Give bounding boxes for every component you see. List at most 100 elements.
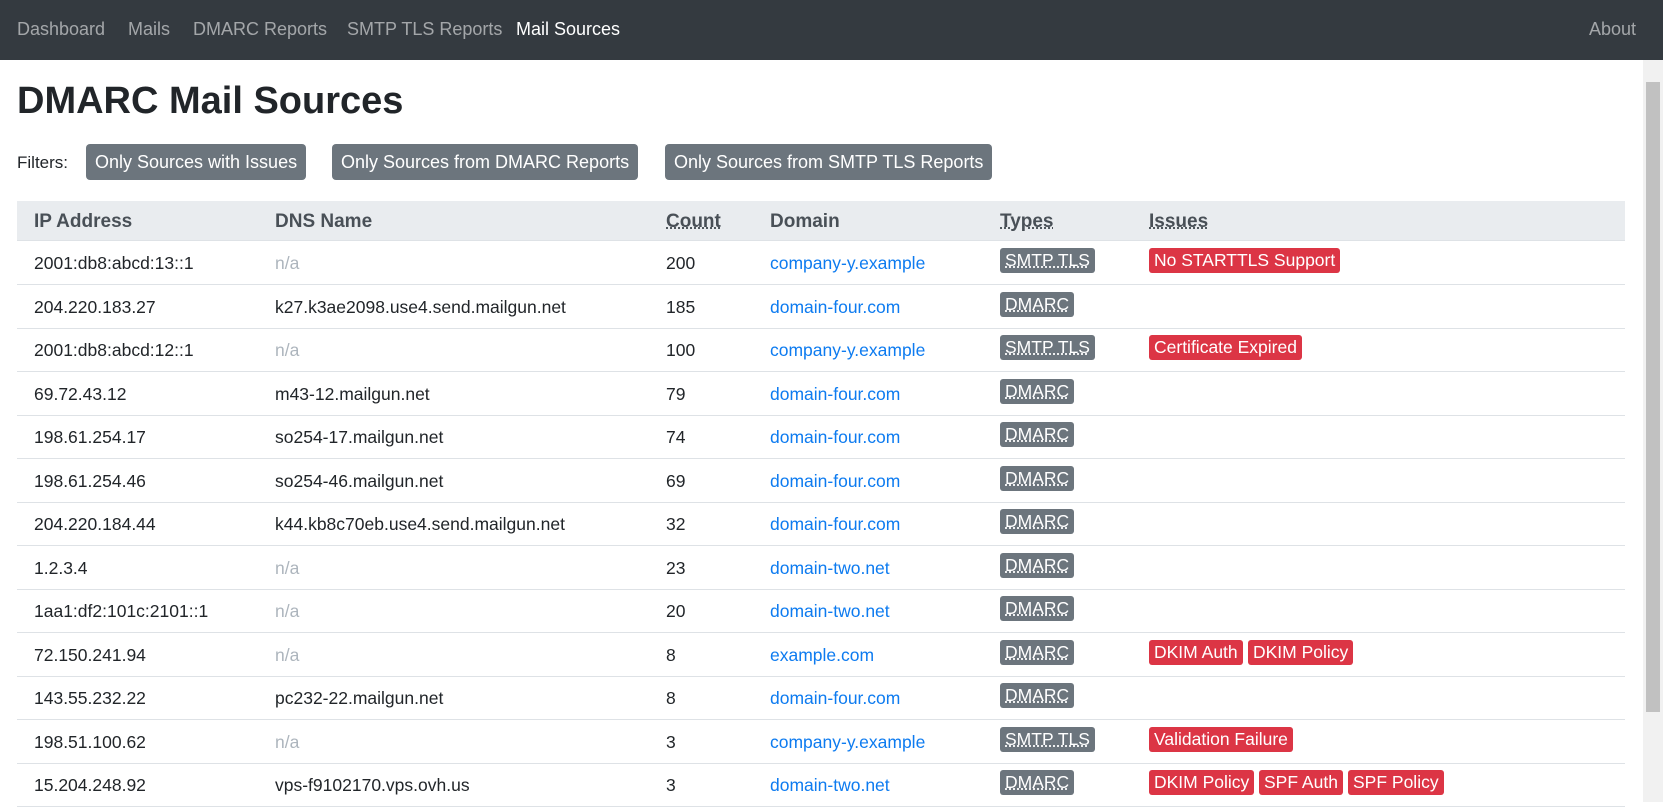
ip-address: 15.204.248.92: [34, 775, 146, 795]
table-row: 198.61.254.17 so254-17.mailgun.net 74 domai…: [17, 415, 1625, 459]
dns-name: n/a: [275, 557, 300, 578]
issue-badge: DKIM Policy: [1248, 639, 1354, 665]
domain-link[interactable]: domain-four.com: [770, 383, 901, 404]
table-row: 72.150.241.94 n/a 8 example.com DMARC DKIM Au…: [17, 633, 1625, 677]
count: 74: [666, 427, 686, 447]
domain-link[interactable]: domain-two.net: [770, 557, 890, 578]
dns-name: n/a: [275, 731, 300, 752]
ip-address: 204.220.184.44: [34, 514, 156, 534]
type-badge: DMARC: [1000, 639, 1075, 665]
column-header: Issues: [1149, 211, 1209, 232]
issue-badge: SPF Policy: [1348, 770, 1444, 795]
dns-name: pc232-22.mailgun.net: [275, 688, 444, 708]
table-row: 2001:db8:abcd:13::1 n/a 200 company-y.examp…: [17, 241, 1625, 285]
ip-address: 198.61.254.17: [34, 427, 146, 447]
nav-link[interactable]: DMARC Reports: [193, 19, 328, 39]
type-badge: SMTP TLS: [1000, 335, 1095, 360]
count: 79: [666, 383, 686, 404]
count: 185: [666, 296, 696, 317]
dns-name: n/a: [275, 644, 300, 665]
table-row: 204.220.183.27 k27.k3ae2098.use4.send.mai…: [17, 285, 1625, 329]
count: 200: [666, 253, 696, 273]
type-badge: DMARC: [1000, 291, 1075, 317]
nav-link[interactable]: Dashboard: [17, 19, 106, 39]
nav-link[interactable]: SMTP TLS Reports: [347, 19, 503, 39]
count: 3: [666, 731, 676, 752]
count: 20: [666, 601, 686, 621]
column-header: Domain: [770, 211, 840, 232]
table-row: 15.204.248.92 vps-f9102170.vps.ovh.us 3 dom…: [17, 763, 1625, 807]
ip-address: 2001:db8:abcd:12::1: [34, 340, 194, 360]
count: 100: [666, 340, 696, 360]
domain-link[interactable]: domain-four.com: [770, 470, 901, 491]
dns-name: k27.k3ae2098.use4.send.mailgun.net: [275, 296, 566, 317]
dns-name: n/a: [275, 340, 300, 360]
type-badge: DMARC: [1000, 378, 1075, 404]
table-header: IP Address DNS Name Count Domain Types Issues: [17, 201, 1625, 241]
scrollbar-thumb[interactable]: [1646, 82, 1660, 712]
scrollbar[interactable]: [1643, 60, 1663, 802]
table-row: 2001:db8:abcd:12::1 n/a 100 company-y.examp…: [17, 328, 1625, 372]
domain-link[interactable]: company-y.example: [770, 340, 926, 360]
type-badge: SMTP TLS: [1000, 726, 1095, 752]
ip-address: 2001:db8:abcd:13::1: [34, 253, 194, 273]
type-badge: DMARC: [1000, 683, 1075, 708]
issue-badge: SPF Auth: [1259, 770, 1343, 795]
count: 8: [666, 688, 676, 708]
count: 23: [666, 557, 686, 578]
ip-address: 143.55.232.22: [34, 688, 146, 708]
type-badge: DMARC: [1000, 422, 1075, 447]
dns-name: n/a: [275, 601, 300, 621]
domain-link[interactable]: domain-four.com: [770, 296, 901, 317]
ip-address: 204.220.183.27: [34, 296, 156, 317]
ip-address: 1.2.3.4: [34, 557, 88, 578]
page-title: DMARC Mail Sources: [17, 80, 404, 122]
filters-label: Filters:: [17, 153, 68, 172]
column-header: Types: [1000, 211, 1054, 232]
column-header: IP Address: [34, 211, 133, 232]
type-badge: DMARC: [1000, 465, 1075, 491]
domain-link[interactable]: company-y.example: [770, 253, 926, 273]
nav-link[interactable]: About: [1588, 19, 1636, 39]
column-header[interactable]: Count: [666, 211, 721, 232]
table-row: 1aa1:df2:101c:2101::1 n/a 20 domain-two.net…: [17, 589, 1625, 633]
table-row: 198.51.100.62 n/a 3 company-y.example SMTP T…: [17, 720, 1625, 764]
domain-link[interactable]: example.com: [770, 644, 875, 665]
dns-name: vps-f9102170.vps.ovh.us: [275, 775, 470, 795]
dns-name: m43-12.mailgun.net: [275, 383, 430, 404]
type-badge: DMARC: [1000, 770, 1075, 795]
ip-address: 1aa1:df2:101c:2101::1: [34, 601, 209, 621]
issue-badge: DKIM Auth: [1149, 639, 1243, 665]
navbar: Dashboard Mails DMARC Reports SMTP TLS Repo…: [0, 0, 1663, 60]
domain-link[interactable]: company-y.example: [770, 731, 926, 752]
type-badge: SMTP TLS: [1000, 248, 1095, 273]
type-badge: DMARC: [1000, 509, 1075, 534]
table-row: 143.55.232.22 pc232-22.mailgun.net 8 domain…: [17, 676, 1625, 720]
issue-badge: Validation Failure: [1149, 726, 1293, 752]
domain-link[interactable]: domain-two.net: [770, 601, 890, 621]
nav-link[interactable]: Mail Sources: [516, 19, 621, 39]
dns-name: n/a: [275, 253, 300, 273]
column-header: DNS Name: [275, 211, 373, 232]
ip-address: 198.61.254.46: [34, 470, 146, 491]
ip-address: 72.150.241.94: [34, 644, 146, 665]
dns-name: k44.kb8c70eb.use4.send.mailgun.net: [275, 514, 565, 534]
nav-link[interactable]: Mails: [128, 19, 171, 39]
issue-badge: No STARTTLS Support: [1149, 248, 1341, 273]
count: 8: [666, 644, 676, 665]
filter-button[interactable]: Only Sources with Issues: [86, 144, 307, 180]
dns-name: so254-46.mailgun.net: [275, 470, 444, 491]
count: 69: [666, 470, 686, 491]
table-row: 1.2.3.4 n/a 23 domain-two.net DMARC: [17, 546, 1625, 590]
table-row: 204.220.184.44 k44.kb8c70eb.use4.send.mai…: [17, 502, 1625, 546]
domain-link[interactable]: domain-four.com: [770, 514, 901, 534]
domain-link[interactable]: domain-four.com: [770, 427, 901, 447]
filter-button[interactable]: Only Sources from DMARC Reports: [332, 144, 639, 180]
domain-link[interactable]: domain-two.net: [770, 775, 890, 795]
domain-link[interactable]: domain-four.com: [770, 688, 901, 708]
count: 32: [666, 514, 686, 534]
filter-button[interactable]: Only Sources from SMTP TLS Reports: [665, 144, 993, 180]
type-badge: DMARC: [1000, 596, 1075, 621]
